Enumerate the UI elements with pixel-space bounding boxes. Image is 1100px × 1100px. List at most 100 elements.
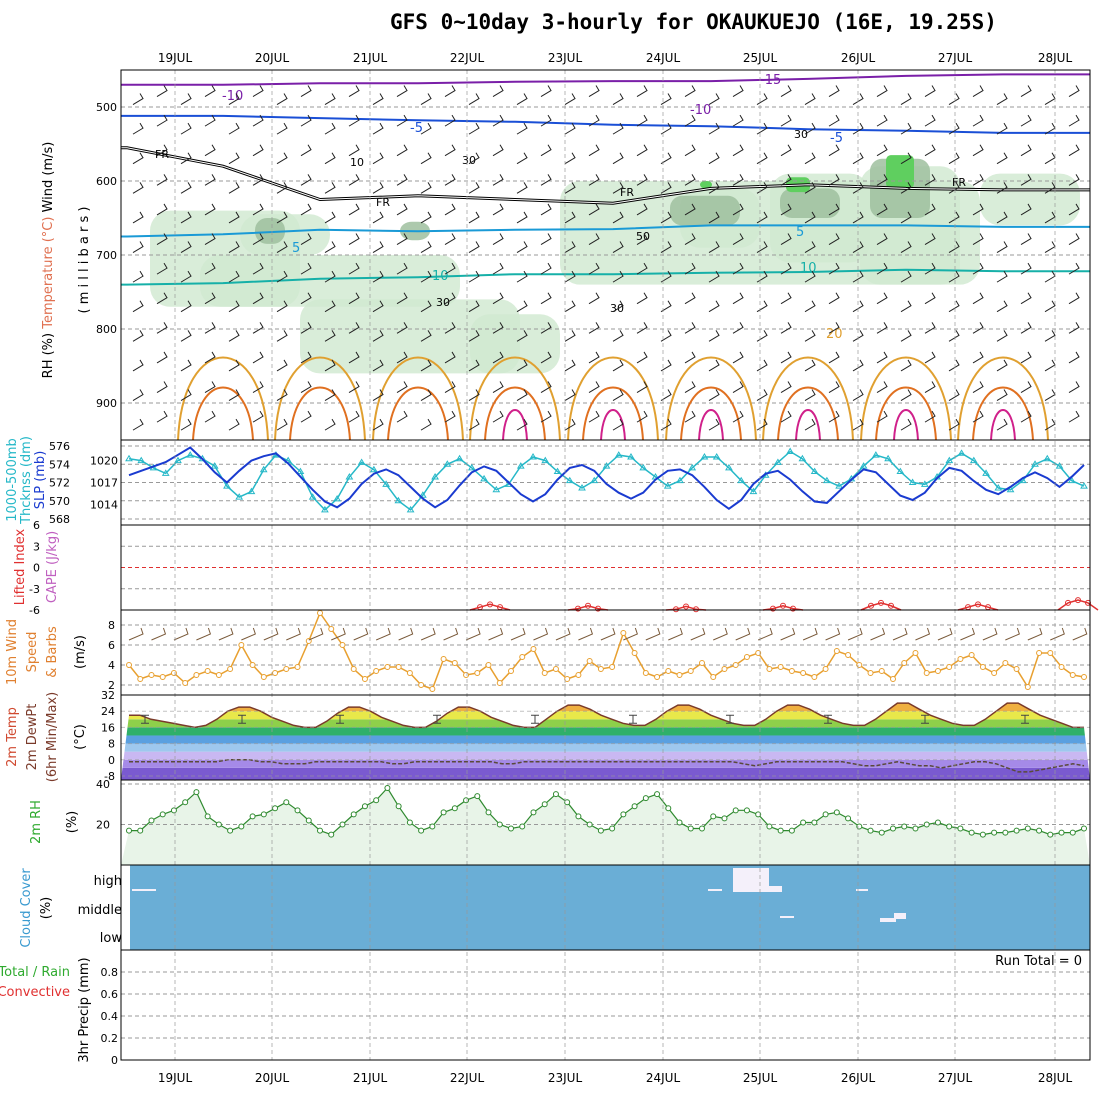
wind-barb	[780, 203, 792, 216]
wind-barb	[804, 93, 816, 105]
lifted-index-marker	[575, 605, 581, 612]
wind-barb	[972, 262, 984, 275]
wind-barb	[218, 627, 234, 641]
rh2m-marker	[496, 821, 503, 828]
wind-barb	[636, 85, 648, 97]
rh2m-marker	[800, 819, 807, 826]
wind-barb	[825, 627, 841, 641]
wind-barb	[540, 322, 552, 334]
wind-barb	[204, 351, 216, 364]
cloud-cover-bar	[733, 868, 769, 892]
wind-barb	[996, 300, 1008, 313]
wind-barb	[1068, 114, 1080, 127]
wind-barb	[564, 389, 576, 401]
wind-speed-marker	[395, 664, 402, 670]
temp-ylabel: 2m Temp 2m DewPt (6hr Min/Max) (°C)	[5, 692, 88, 782]
wind-barb	[228, 300, 240, 313]
rh2m-marker	[1047, 831, 1054, 838]
wind-speed-marker	[440, 656, 447, 662]
run-total-label: Run Total = 0	[995, 954, 1082, 969]
thickness-marker	[749, 487, 758, 495]
wind-barb	[151, 627, 167, 641]
wind-barb	[156, 262, 168, 275]
date-label-top: 28JUL	[1038, 51, 1073, 65]
cloud-cover-bar	[780, 916, 794, 918]
wind-barb	[468, 330, 480, 342]
wind-barb	[348, 262, 360, 275]
minmax-bar	[336, 714, 344, 724]
rh2m-marker	[530, 809, 537, 816]
wind-barb	[645, 627, 661, 641]
temperature-contour-20	[177, 356, 269, 441]
wind-barb	[420, 418, 432, 431]
wind-barb	[492, 233, 504, 245]
thickness-marker	[700, 452, 709, 460]
wind-barb	[241, 627, 256, 641]
wind-barb	[900, 418, 912, 431]
wind-barb	[732, 322, 744, 334]
rh2m-marker	[586, 821, 593, 828]
date-label-bottom: 26JUL	[841, 1071, 876, 1085]
wind-barb	[492, 262, 504, 275]
wind-barb	[876, 203, 888, 216]
thickness-marker	[725, 463, 733, 471]
wind-barb	[690, 627, 706, 641]
rh-shading	[240, 214, 330, 255]
cloud-level-label: high	[94, 874, 122, 889]
thickness-line	[128, 450, 1085, 511]
wind-barb	[420, 627, 436, 641]
wind-barb	[1020, 203, 1032, 216]
wind-barb	[996, 211, 1008, 224]
wind-barb	[972, 233, 984, 245]
wind-barb	[1044, 359, 1056, 372]
cape-ylabel-text: CAPE (J/kg)	[45, 531, 60, 603]
wind-barb	[660, 93, 672, 105]
rh2m-marker	[890, 825, 896, 832]
wind-barb	[348, 292, 360, 305]
rh2m-marker	[406, 819, 413, 826]
wind-barb	[396, 351, 408, 364]
thickness-marker	[920, 480, 929, 487]
rh2m-marker	[170, 807, 177, 814]
wind-barb	[780, 233, 792, 245]
wind-barb	[924, 233, 936, 245]
wind-speed-marker	[631, 650, 638, 656]
wind-barb	[468, 122, 480, 135]
wind-barb	[204, 85, 216, 97]
wind-barb	[488, 627, 504, 641]
temperature-contour-20	[469, 356, 561, 441]
temp-band	[121, 695, 1090, 703]
wind-barb	[276, 270, 288, 283]
date-label-top: 19JUL	[158, 51, 193, 65]
wind-barb	[540, 114, 552, 127]
rh2m-marker	[1024, 825, 1031, 832]
wind-barb	[228, 389, 240, 401]
rh2m-marker	[215, 821, 222, 828]
thickness-marker	[443, 460, 452, 467]
wind-barb	[300, 85, 312, 97]
wind-barb	[996, 152, 1008, 165]
temp-tick: -8	[104, 770, 115, 783]
wind-barb	[1068, 351, 1080, 364]
wind-barb	[204, 144, 216, 157]
wind-barb	[636, 203, 648, 216]
rh-shading	[470, 314, 560, 374]
wind-barb	[732, 262, 744, 275]
wind-ylabel: 10m Wind Speed & Barbs (m/s)	[5, 619, 88, 685]
wind-barb	[516, 389, 528, 401]
wind-speed-marker	[552, 666, 559, 672]
temperature-contour-25	[387, 386, 449, 441]
wind-barb	[420, 270, 432, 283]
lifted-index-line	[762, 604, 804, 611]
wind-barb	[396, 85, 408, 97]
wind-barb	[252, 381, 264, 393]
wind-barb	[612, 389, 624, 401]
rh2m-marker	[788, 827, 795, 834]
wind-barb	[892, 627, 908, 641]
wind-barb	[660, 122, 672, 135]
wind-barb	[804, 270, 816, 283]
thickness-marker	[908, 478, 917, 485]
wind-barb	[708, 330, 720, 342]
wind-barb	[660, 211, 672, 224]
thickness-tick: 574	[49, 458, 70, 471]
